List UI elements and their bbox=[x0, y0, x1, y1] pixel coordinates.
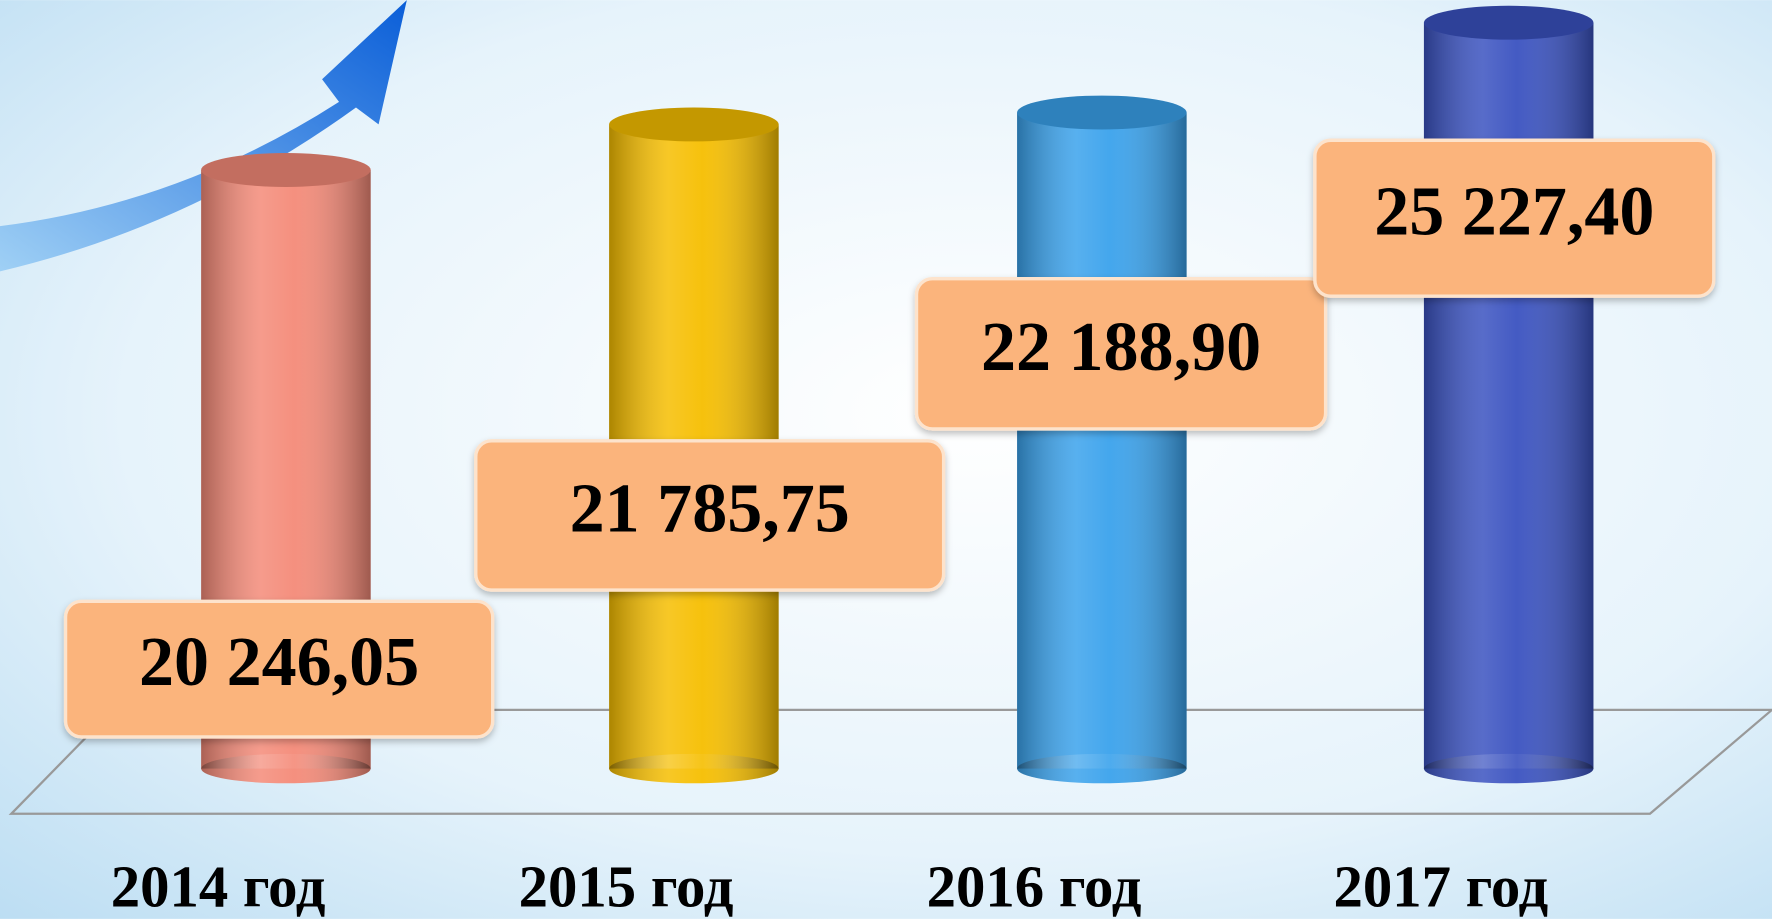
bar-shading bbox=[1423, 22, 1594, 769]
value-label-box bbox=[914, 276, 1328, 431]
arrow-decoration bbox=[0, 0, 407, 272]
bar-top bbox=[1423, 5, 1594, 40]
bar-top-shade bbox=[201, 153, 371, 187]
value-label: 25 227,40 bbox=[1374, 173, 1654, 250]
bar-top bbox=[609, 107, 779, 142]
floor bbox=[8, 708, 1772, 815]
value-label: 20 246,05 bbox=[139, 624, 419, 701]
bar-base-shading bbox=[201, 753, 371, 784]
plot-area: 2014 год 2015 год 2016 год 2017 год 20 246,0… bbox=[63, 5, 1716, 919]
bar-top-shade bbox=[1423, 5, 1594, 40]
bar-top-shade bbox=[609, 107, 779, 142]
x-tick-label: 2014 год bbox=[111, 854, 326, 919]
bar-top bbox=[201, 153, 371, 187]
x-tick-label: 2017 год bbox=[1333, 854, 1548, 919]
value-label: 21 785,75 bbox=[570, 471, 850, 548]
bar-base-shading bbox=[609, 753, 779, 784]
value-label-box bbox=[474, 439, 946, 592]
bar-shading bbox=[1017, 112, 1187, 769]
bar-base-shading bbox=[1017, 753, 1187, 784]
bar-top-shade bbox=[1017, 95, 1187, 130]
value-label-box bbox=[63, 599, 495, 739]
bar-base-shading bbox=[1423, 753, 1594, 784]
x-tick-label: 2016 год bbox=[927, 854, 1142, 919]
value-label-box bbox=[1313, 138, 1716, 298]
bar-top bbox=[1017, 95, 1187, 130]
x-tick-label: 2015 год bbox=[519, 854, 734, 919]
value-label: 22 188,90 bbox=[981, 309, 1261, 386]
